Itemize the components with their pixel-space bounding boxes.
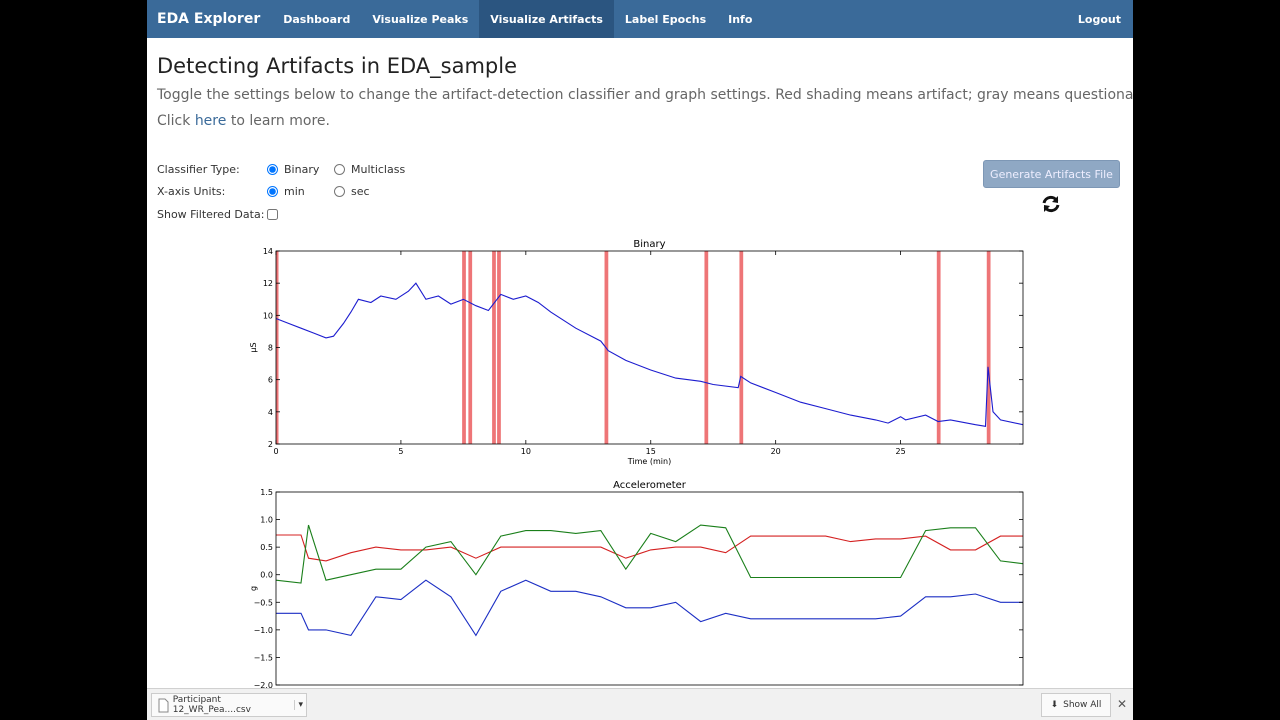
y-tick-label: 8 (268, 344, 273, 353)
artifact-region (492, 251, 496, 444)
browser-page: EDA Explorer Dashboard Visualize Peaks Vis… (147, 0, 1133, 720)
setting-label: X-axis Units: (157, 185, 226, 198)
navbar: EDA Explorer Dashboard Visualize Peaks Vis… (147, 0, 1133, 38)
download-bar: Participant 12_WR_Pea....csv ▾ ⬇ Show All… (147, 688, 1133, 720)
y-tick-label: −1.5 (254, 653, 273, 662)
file-icon (158, 698, 169, 713)
x-tick-label: 20 (771, 447, 781, 456)
nav-item[interactable]: Info (728, 12, 753, 26)
radio-option[interactable]: Binary (267, 163, 334, 176)
y-tick-label: −0.5 (254, 598, 273, 607)
y-tick-label: 14 (263, 247, 273, 256)
nav-item[interactable]: Visualize Artifacts (479, 0, 614, 38)
plot-frame (275, 491, 1024, 686)
radio-label: Multiclass (351, 162, 406, 176)
radio-option[interactable]: sec (334, 185, 401, 198)
x-tick-label: 25 (895, 447, 905, 456)
y-tick-label: −1.0 (254, 626, 273, 635)
y-tick-label: 10 (263, 311, 273, 320)
nav-item[interactable]: Label Epochs (624, 12, 707, 26)
setting-row: X-axis Units: min sec (157, 184, 401, 200)
artifact-region (704, 251, 709, 444)
radio[interactable] (334, 163, 345, 175)
description: Toggle the settings below to change the … (157, 87, 1133, 103)
radio[interactable] (334, 186, 345, 197)
artifact-region (936, 251, 941, 444)
page-title: Detecting Artifacts in EDA_sample (157, 54, 518, 78)
radio-label: min (284, 185, 305, 198)
download-icon: ⬇ (1050, 700, 1059, 710)
plot-frame (275, 250, 1024, 445)
refresh-icon (1042, 195, 1060, 213)
y-tick-label: 6 (268, 376, 273, 385)
x-axis-label: Time (min) (627, 457, 671, 466)
y-tick-label: −2.0 (254, 681, 273, 688)
learn-more: Click here to learn more. (157, 113, 330, 129)
radio-label: sec (351, 185, 370, 198)
radio-option[interactable]: Multiclass (334, 163, 405, 176)
nav-item[interactable]: Visualize Peaks (372, 12, 469, 26)
brand[interactable]: EDA Explorer (157, 11, 261, 27)
data-line (276, 534, 1023, 562)
y-tick-label: 0.0 (260, 571, 273, 580)
setting-label: Classifier Type: (157, 162, 240, 176)
data-line (275, 282, 1024, 427)
show-all-button[interactable]: ⬇ Show All (1041, 693, 1111, 717)
y-axis-label: μS (249, 342, 258, 352)
y-tick-label: 4 (268, 408, 273, 417)
file-name: Participant 12_WR_Pea....csv (172, 695, 251, 715)
nav-items: Dashboard Visualize Peaks Visualize Artifa… (272, 0, 763, 38)
artifact-region (462, 251, 466, 444)
artifact-region (986, 251, 991, 444)
nav-item[interactable]: Dashboard (283, 12, 351, 26)
y-tick-label: 1.5 (260, 488, 273, 497)
x-tick-label: 15 (646, 447, 656, 456)
text: Click (157, 113, 191, 129)
checkbox[interactable] (267, 208, 278, 220)
x-tick-label: 5 (398, 447, 403, 456)
chart-title: Binary (633, 239, 665, 250)
text: to learn more. (230, 113, 330, 129)
artifact-region (468, 251, 473, 444)
artifact-region (739, 251, 744, 444)
download-item[interactable]: Participant 12_WR_Pea....csv ▾ (151, 693, 307, 717)
eda-chart: Binary μS Time (min) 2 4 6 8 10 12 14 0 5 10 15 20 25 (249, 239, 1024, 466)
x-tick-label: 0 (273, 447, 278, 456)
radio[interactable] (267, 163, 278, 175)
y-tick-label: 2 (268, 440, 273, 449)
y-tick-label: 1.0 (260, 516, 273, 525)
radio-label: Binary (284, 162, 320, 176)
data-line (276, 579, 1023, 637)
accelerometer-chart: Accelerometer g −2.0 −1.5 −1.0 −0.5 0.0 0.5 1.0 1… (249, 480, 1024, 688)
artifact-region (497, 251, 501, 444)
y-tick-label: 0.5 (260, 543, 273, 552)
y-axis-label: g (249, 586, 258, 591)
link[interactable]: here (194, 113, 227, 129)
setting-row: Show Filtered Data: (157, 206, 284, 222)
y-tick-label: 12 (263, 279, 273, 288)
label: Show All (1063, 700, 1102, 710)
setting-row: Classifier Type: Binary Multiclass (157, 161, 405, 177)
x-tick-label: 10 (521, 447, 531, 456)
chart-title: Accelerometer (613, 480, 687, 491)
generate-button[interactable]: Generate Artifacts File (983, 160, 1120, 188)
data-line (275, 524, 1024, 584)
radio-option[interactable]: min (267, 185, 334, 198)
menu-arrow[interactable]: ▾ (294, 700, 306, 710)
close-button[interactable]: ✕ (1117, 697, 1128, 711)
logout[interactable]: Logout (1077, 12, 1121, 26)
setting-label: Show Filtered Data: (157, 207, 265, 221)
radio[interactable] (267, 186, 278, 197)
